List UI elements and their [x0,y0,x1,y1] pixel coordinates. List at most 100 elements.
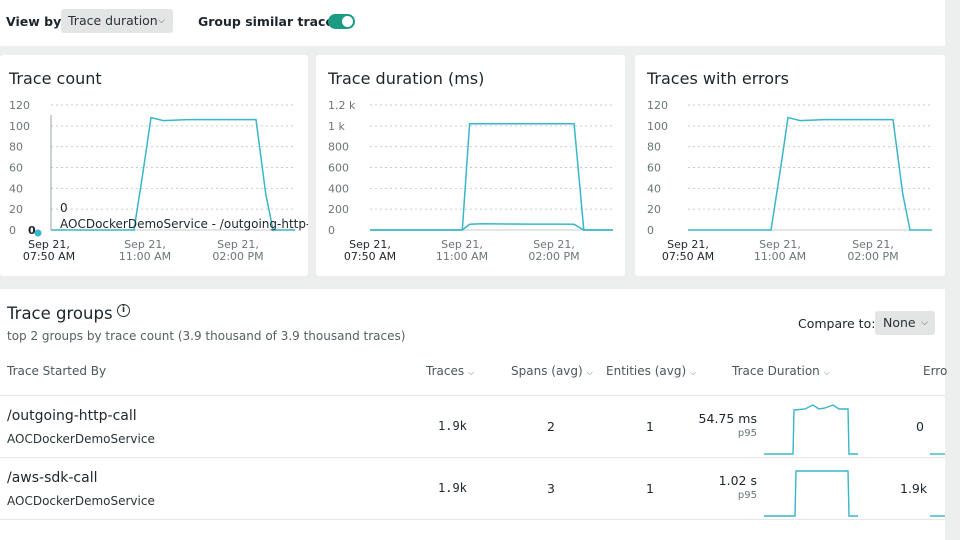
y-tick-label: 1.2 k [328,99,356,112]
x-tick-label: 11:00 AM [119,250,171,263]
chevron-down-icon: ⌵ [921,318,928,328]
hover-point-value: 0 [28,224,36,237]
toolbar: View by Trace duration ⌵ Group similar t… [0,0,945,46]
series-line [370,223,613,231]
divider [0,457,945,458]
x-tick-label: Sep 21, [28,238,70,251]
compare-to-value: None [883,315,916,330]
divider [0,395,945,396]
x-tick-label: Sep 21, [441,238,483,251]
spans-value: 3 [547,481,555,496]
series-line [51,116,295,231]
view-by-value: Trace duration [68,13,158,28]
trace-groups-title: Trace groups [7,304,113,323]
duration-stat: p95 [737,428,757,439]
traces-with-errors-card: Traces with errors 120 100 80 60 40 20 0 Sep 21… [635,55,945,276]
toggle-knob [342,16,353,27]
divider [0,519,945,520]
group-similar-toggle[interactable] [328,14,355,29]
tooltip-series-label: AOCDockerDemoService - /outgoing-http-ca… [60,217,308,231]
group-similar-label: Group similar traces [198,14,342,29]
column-header-duration[interactable]: Trace Duration ⌵ [732,364,830,378]
x-tick-label: Sep 21, [533,238,575,251]
x-tick-label: 02:00 PM [847,250,898,263]
chart-title: Traces with errors [647,69,789,88]
series-line [370,123,613,231]
column-header-entities[interactable]: Entities (avg) ⌵ [606,364,697,378]
info-icon[interactable]: i [117,304,130,317]
chart-title: Trace count [9,69,102,88]
chart-title: Trace duration (ms) [328,69,485,88]
x-tick-label: Sep 21, [667,238,709,251]
traces-value: 1.9k [438,481,467,495]
y-tick-label: 20 [647,203,661,216]
x-tick-label: 02:00 PM [212,250,263,263]
trace-count-card: Trace count 120 100 80 60 40 20 0 Sep 21, 07:50 … [0,55,308,276]
trace-groups-subtitle: top 2 groups by trace count (3.9 thousan… [7,329,406,343]
series-line [688,116,932,231]
duration-value: 1.02 s [718,473,757,488]
errors-sparkline [930,515,945,517]
y-tick-label: 120 [647,99,668,112]
x-tick-label: Sep 21, [349,238,391,251]
y-tick-label: 600 [328,162,349,175]
y-tick-label: 40 [9,182,23,195]
x-tick-label: Sep 21, [852,238,894,251]
trace-group-name[interactable]: /outgoing-http-call [7,408,137,424]
y-tick-label: 1 k [328,120,345,133]
trace-groups-panel: Trace groups i top 2 groups by trace cou… [0,289,948,540]
chevron-down-icon: ⌵ [690,368,697,377]
trace-group-service: AOCDockerDemoService [7,432,155,446]
x-tick-label: 07:50 AM [344,250,396,263]
column-header-traces[interactable]: Traces ⌵ [426,364,475,378]
view-by-select[interactable]: Trace duration ⌵ [61,9,173,33]
x-tick-label: Sep 21, [759,238,801,251]
duration-stat: p95 [737,490,757,501]
compare-to-select[interactable]: None ⌵ [875,311,935,335]
y-tick-label: 0 [9,224,16,237]
errors-value: 1.9k [900,481,928,496]
y-tick-label: 100 [647,120,668,133]
y-tick-label: 40 [647,182,661,195]
x-tick-label: 11:00 AM [436,250,488,263]
hover-point [34,229,42,237]
x-tick-label: 07:50 AM [662,250,714,263]
y-tick-label: 80 [647,141,661,154]
tooltip-value: 0 [60,201,68,215]
y-tick-label: 0 [647,224,654,237]
column-header-started-by[interactable]: Trace Started By [7,364,107,378]
y-tick-label: 60 [9,162,23,175]
trace-group-name[interactable]: /aws-sdk-call [7,470,98,486]
trace-duration-card: Trace duration (ms) 1.2 k 1 k 800 600 400 200… [316,55,625,276]
chevron-down-icon: ⌵ [586,368,593,377]
y-tick-label: 120 [9,99,30,112]
duration-value: 54.75 ms [698,411,757,426]
compare-to-label: Compare to: [798,316,876,331]
duration-sparkline [764,470,858,517]
x-tick-label: 02:00 PM [528,250,579,263]
column-header-spans[interactable]: Spans (avg) ⌵ [511,364,593,378]
y-tick-label: 100 [9,120,30,133]
column-header-errors[interactable]: Erro [923,364,948,378]
entities-value: 1 [646,419,654,434]
view-by-label: View by [6,14,62,29]
y-tick-label: 200 [328,203,349,216]
y-tick-label: 0 [328,224,335,237]
chevron-down-icon: ⌵ [468,368,475,377]
duration-sparkline [764,404,858,455]
chevron-down-icon: ⌵ [158,16,165,26]
trace-group-service: AOCDockerDemoService [7,494,155,508]
x-tick-label: 11:00 AM [754,250,806,263]
y-tick-label: 800 [328,141,349,154]
entities-value: 1 [646,481,654,496]
y-tick-label: 400 [328,182,349,195]
y-tick-label: 80 [9,141,23,154]
y-tick-label: 20 [9,203,23,216]
x-tick-label: 07:50 AM [23,250,75,263]
errors-value: 0 [916,419,924,434]
spans-value: 2 [547,419,555,434]
traces-value: 1.9k [438,419,467,433]
